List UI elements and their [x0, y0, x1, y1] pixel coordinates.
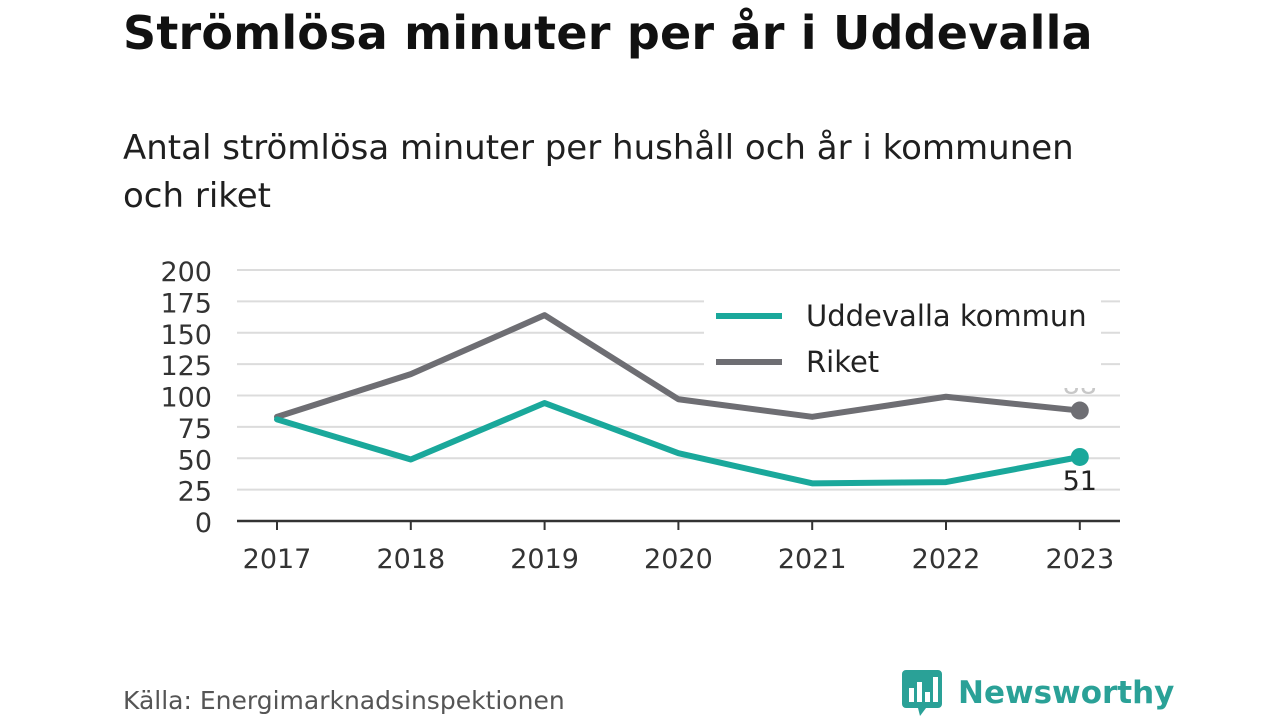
end-point-riket [1070, 401, 1089, 420]
y-tick-label: 50 [178, 445, 212, 476]
x-tick-label: 2021 [778, 544, 847, 575]
y-tick-label: 125 [160, 351, 212, 382]
legend-label-uddevalla: Uddevalla kommun [806, 299, 1087, 333]
series-line-uddevalla [274, 400, 1083, 487]
series-line-riket [274, 312, 1083, 420]
x-tick-label: 2017 [243, 544, 312, 575]
y-tick-label: 200 [160, 257, 212, 288]
x-tick-label: 2019 [510, 544, 579, 575]
x-tick-label: 2018 [376, 544, 445, 575]
y-tick-label: 175 [160, 288, 212, 319]
y-tick-label: 75 [178, 414, 212, 445]
brand-name: Newsworthy [958, 675, 1175, 711]
y-tick-label: 0 [195, 508, 212, 539]
bar-chart-speech-bubble-icon [902, 670, 942, 716]
legend-label-riket: Riket [806, 345, 879, 379]
source-note: Källa: Energimarknadsinspektionen [123, 686, 565, 715]
y-tick-label: 100 [160, 383, 212, 414]
y-tick-label: 150 [160, 320, 212, 351]
brand-logo: Newsworthy [902, 670, 1174, 716]
end-point-uddevalla [1070, 447, 1089, 466]
chart-title: Strömlösa minuter per år i Uddevalla [123, 6, 1093, 60]
y-tick-label: 25 [178, 477, 212, 508]
chart-subtitle: Antal strömlösa minuter per hushåll och … [123, 128, 1074, 216]
x-tick-label: 2020 [644, 544, 713, 575]
end-label-uddevalla: 51 [1063, 466, 1097, 497]
x-tick-label: 2023 [1045, 544, 1114, 575]
legend-background [704, 296, 1101, 388]
x-tick-label: 2022 [912, 544, 981, 575]
